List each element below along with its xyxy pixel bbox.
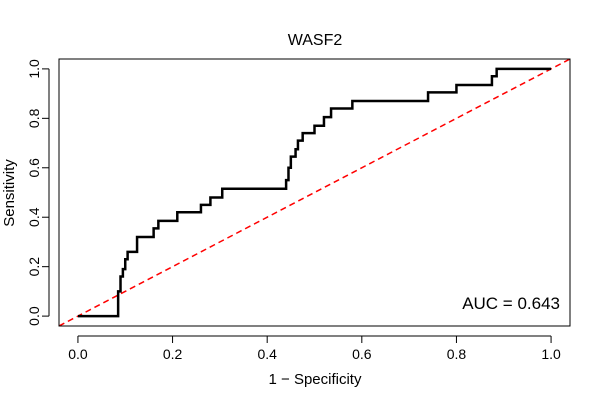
x-tick-label: 0.0 <box>68 346 88 362</box>
x-axis-label: 1 − Specificity <box>269 371 362 388</box>
reference-diagonal-line <box>59 59 570 326</box>
y-axis-label: Sensitivity <box>1 159 18 227</box>
x-tick-label: 0.2 <box>163 346 183 362</box>
roc-curve-line <box>77 67 552 318</box>
y-tick-label: 0.0 <box>26 306 42 326</box>
x-tick-label: 1.0 <box>541 346 561 362</box>
x-tick-label: 0.4 <box>257 346 277 362</box>
y-tick-label: 0.8 <box>26 108 42 128</box>
y-axis: 0.0 0.2 0.4 0.6 0.8 1.0 <box>26 59 50 326</box>
x-axis: 0.0 0.2 0.4 0.6 0.8 1.0 <box>68 335 561 362</box>
y-tick-label: 0.6 <box>26 158 42 178</box>
auc-annotation: AUC = 0.643 <box>462 294 560 313</box>
plot-frame <box>58 58 571 327</box>
plot-area <box>59 59 570 326</box>
y-tick-label: 0.2 <box>26 257 42 277</box>
x-tick-label: 0.6 <box>352 346 372 362</box>
chart-title: WASF2 <box>288 32 343 49</box>
x-tick-label: 0.8 <box>447 346 467 362</box>
y-tick-label: 1.0 <box>26 59 42 79</box>
y-tick-label: 0.4 <box>26 207 42 227</box>
